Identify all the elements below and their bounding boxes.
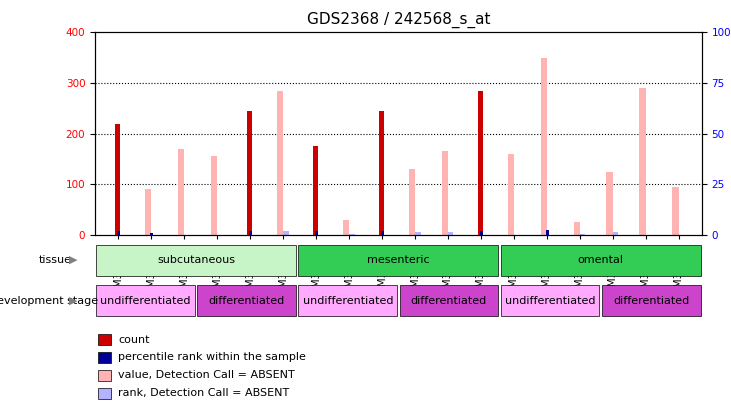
Bar bbox=[409, 169, 415, 235]
Bar bbox=[343, 220, 349, 235]
Bar bbox=[442, 151, 448, 235]
Text: mesenteric: mesenteric bbox=[367, 255, 430, 265]
Bar bbox=[98, 370, 111, 381]
Text: differentiated: differentiated bbox=[411, 296, 487, 306]
Bar bbox=[349, 234, 355, 235]
Bar bbox=[284, 231, 289, 235]
Bar bbox=[298, 285, 397, 316]
Bar bbox=[607, 172, 613, 235]
Bar bbox=[478, 91, 482, 235]
Text: omental: omental bbox=[577, 255, 624, 265]
Bar bbox=[315, 232, 318, 235]
Bar bbox=[580, 234, 586, 235]
Bar bbox=[381, 231, 385, 235]
Text: subcutaneous: subcutaneous bbox=[157, 255, 235, 265]
Bar bbox=[211, 156, 217, 235]
Bar bbox=[247, 111, 251, 235]
Bar bbox=[501, 245, 700, 276]
Bar bbox=[178, 149, 184, 235]
Text: differentiated: differentiated bbox=[208, 296, 285, 306]
Text: count: count bbox=[118, 335, 150, 345]
Text: value, Detection Call = ABSENT: value, Detection Call = ABSENT bbox=[118, 371, 295, 380]
Text: percentile rank within the sample: percentile rank within the sample bbox=[118, 352, 306, 362]
Bar bbox=[96, 245, 296, 276]
Text: ▶: ▶ bbox=[69, 255, 78, 265]
Bar bbox=[602, 285, 700, 316]
Bar bbox=[613, 232, 618, 235]
Bar bbox=[197, 285, 296, 316]
Bar bbox=[448, 232, 453, 235]
Bar bbox=[98, 334, 111, 345]
Title: GDS2368 / 242568_s_at: GDS2368 / 242568_s_at bbox=[306, 12, 491, 28]
Bar bbox=[150, 232, 154, 235]
Bar bbox=[501, 285, 599, 316]
Text: undifferentiated: undifferentiated bbox=[505, 296, 595, 306]
Text: development stage: development stage bbox=[0, 296, 98, 305]
Bar bbox=[574, 222, 580, 235]
Bar bbox=[145, 190, 151, 235]
Bar bbox=[540, 58, 547, 235]
Bar bbox=[117, 231, 121, 235]
Text: ▶: ▶ bbox=[69, 296, 78, 305]
Bar bbox=[379, 111, 384, 235]
Bar bbox=[313, 146, 318, 235]
Bar bbox=[415, 232, 420, 235]
Bar bbox=[277, 91, 284, 235]
Bar bbox=[115, 124, 120, 235]
Bar bbox=[249, 231, 252, 235]
Bar bbox=[673, 187, 679, 235]
Bar bbox=[545, 230, 549, 235]
Bar bbox=[640, 88, 646, 235]
Bar bbox=[98, 352, 111, 363]
Bar bbox=[507, 154, 514, 235]
Bar bbox=[98, 388, 111, 399]
Text: undifferentiated: undifferentiated bbox=[303, 296, 393, 306]
Text: differentiated: differentiated bbox=[613, 296, 689, 306]
Text: undifferentiated: undifferentiated bbox=[100, 296, 191, 306]
Text: rank, Detection Call = ABSENT: rank, Detection Call = ABSENT bbox=[118, 388, 289, 399]
Bar bbox=[96, 285, 195, 316]
Bar bbox=[298, 245, 499, 276]
Bar bbox=[400, 285, 499, 316]
Bar bbox=[480, 231, 483, 235]
Text: tissue: tissue bbox=[38, 255, 72, 265]
